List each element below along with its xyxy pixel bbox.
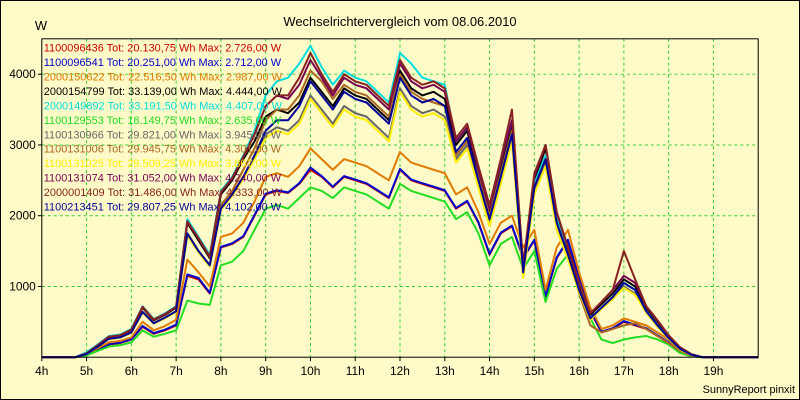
x-tick-label: 18h [659, 364, 679, 378]
x-axis-ticks: 4h 5h 6h 7h 8h 9h 10h 11h 12h 13h 14h 15h 16h 17h 18h 1… [35, 357, 723, 378]
legend: 1100096436 Tot: 20.130,75 Wh Max: 2.726,… [44, 43, 283, 214]
x-tick-label: 14h [480, 364, 500, 378]
footer-credit: SunnyReport pinxit [703, 384, 795, 396]
legend-entry-5: 2000149892 Tot: 33.191,50 Wh Max: 4.407,… [44, 100, 283, 112]
legend-entry-1: 1100096436 Tot: 20.130,75 Wh Max: 2.726,… [44, 43, 282, 55]
legend-entry-10: 1100131074 Tot: 31.052,00 Wh Max: 4.240,… [44, 173, 282, 185]
chart-title: Wechselrichtervergleich vom 08.06.2010 [283, 14, 516, 29]
x-tick-label: 8h [214, 364, 227, 378]
x-tick-label: 16h [569, 364, 589, 378]
x-tick-label: 15h [524, 364, 544, 378]
x-tick-label: 10h [300, 364, 320, 378]
legend-entry-12: 1100213451 Tot: 29.807,25 Wh Max: 4.102,… [44, 201, 282, 213]
x-tick-label: 4h [35, 364, 48, 378]
legend-entry-9: 1100131025 Tot: 29.509,25 Wh Max: 3.867,… [44, 158, 282, 170]
x-tick-label: 11h [346, 364, 365, 378]
legend-entry-11: 2000001409 Tot: 31.486,00 Wh Max: 4.333,… [44, 187, 283, 199]
legend-entry-6: 1100129553 Tot: 18.149,75 Wh Max: 2.635,… [44, 115, 282, 127]
x-tick-label: 5h [80, 364, 93, 378]
x-tick-label: 17h [614, 364, 634, 378]
plot-frame [41, 38, 759, 358]
legend-entry-3: 2000150622 Tot: 22.516,50 Wh Max: 2.987,… [44, 72, 283, 84]
x-tick-label: 7h [169, 364, 182, 378]
x-tick-label: 9h [259, 364, 272, 378]
series-line-12 [41, 76, 759, 359]
legend-entry-8: 1100131006 Tot: 29.945,75 Wh Max: 4.301,… [44, 144, 282, 156]
series-line-3 [41, 147, 759, 359]
legend-entry-7: 1100130966 Tot: 29.821,00 Wh Max: 3.945,… [44, 129, 282, 141]
series-line-6 [41, 182, 759, 359]
x-tick-label: 13h [435, 364, 455, 378]
y-tick-label: 3000 [9, 138, 36, 152]
x-tick-label: 12h [390, 364, 410, 378]
y-axis-label: W [35, 18, 48, 33]
x-tick-label: 19h [703, 364, 723, 378]
legend-entry-2: 1100096541 Tot: 20.251,00 Wh Max: 2.712,… [44, 57, 282, 69]
y-tick-label: 4000 [9, 67, 36, 81]
legend-entry-4: 2000154799 Tot: 33.139,00 Wh Max: 4.444,… [44, 86, 283, 98]
y-tick-label: 2000 [9, 209, 36, 223]
series-lines [41, 44, 759, 359]
y-tick-label: 1000 [9, 279, 36, 293]
x-tick-label: 6h [125, 364, 138, 378]
series-line-11 [41, 51, 759, 359]
y-axis-ticks: 1000 2000 3000 4000 [9, 67, 42, 293]
